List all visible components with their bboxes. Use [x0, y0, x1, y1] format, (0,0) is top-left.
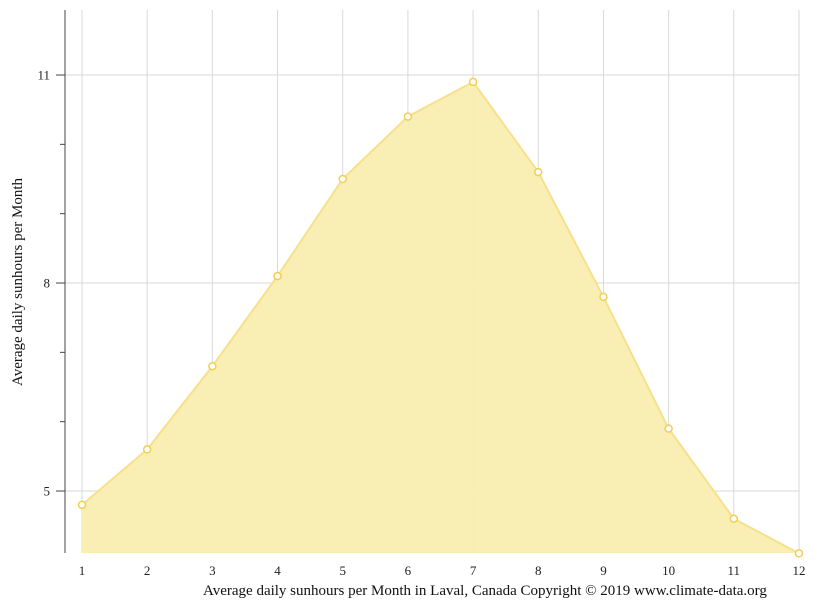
- x-tick-label: 4: [274, 563, 281, 578]
- x-tick-label: 1: [79, 563, 86, 578]
- y-tick-label: 5: [44, 484, 51, 499]
- data-markers: [77, 77, 804, 558]
- area-fill: [82, 81, 799, 554]
- data-point-marker: [599, 292, 608, 302]
- y-tick-label: 11: [37, 68, 50, 83]
- y-tick-labels: 5 8 11: [37, 68, 50, 499]
- data-point-marker: [338, 174, 347, 184]
- x-tick-label: 12: [792, 563, 805, 578]
- x-tick-label: 9: [600, 563, 607, 578]
- x-tick-label: 6: [405, 563, 412, 578]
- data-point-marker: [403, 112, 413, 121]
- axes: [56, 10, 66, 553]
- data-point-marker: [208, 361, 217, 371]
- data-point-marker: [273, 271, 282, 281]
- x-tick-labels: 1 2 3 4 5 6 7 8 9 10 11 12: [79, 563, 806, 578]
- data-point-marker: [468, 77, 478, 87]
- y-axis-title: Average daily sunhours per Month: [10, 178, 26, 387]
- x-tick-label: 5: [339, 563, 346, 578]
- x-tick-label: 2: [144, 563, 151, 578]
- y-tick-label: 8: [44, 276, 51, 291]
- x-tick-label: 3: [209, 563, 216, 578]
- x-tick-label: 7: [470, 563, 477, 578]
- chart-caption: Average daily sunhours per Month in Lava…: [203, 583, 767, 599]
- x-tick-label: 10: [662, 563, 675, 578]
- data-point-marker: [142, 445, 152, 454]
- data-point-marker: [664, 424, 673, 433]
- x-tick-label: 11: [728, 563, 741, 578]
- x-tick-label: 8: [535, 563, 542, 578]
- data-point-marker: [77, 500, 87, 510]
- data-point-marker: [729, 514, 739, 523]
- data-point-marker: [794, 549, 804, 558]
- series-line: [81, 80, 800, 555]
- data-point-marker: [534, 167, 543, 177]
